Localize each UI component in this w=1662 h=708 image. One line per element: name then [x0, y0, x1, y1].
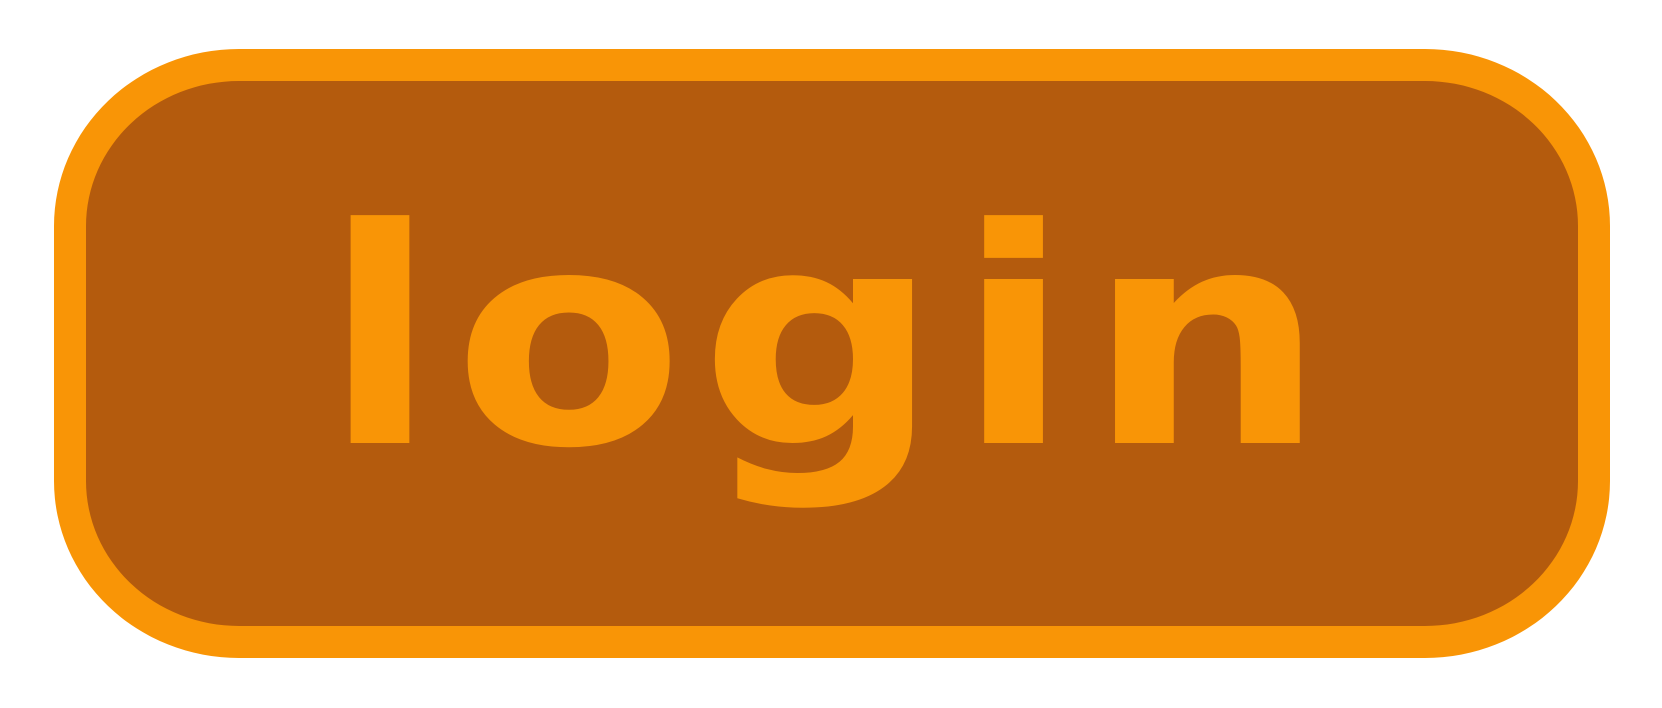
login-button-label: login — [322, 164, 1342, 514]
login-button[interactable]: login — [54, 49, 1610, 658]
